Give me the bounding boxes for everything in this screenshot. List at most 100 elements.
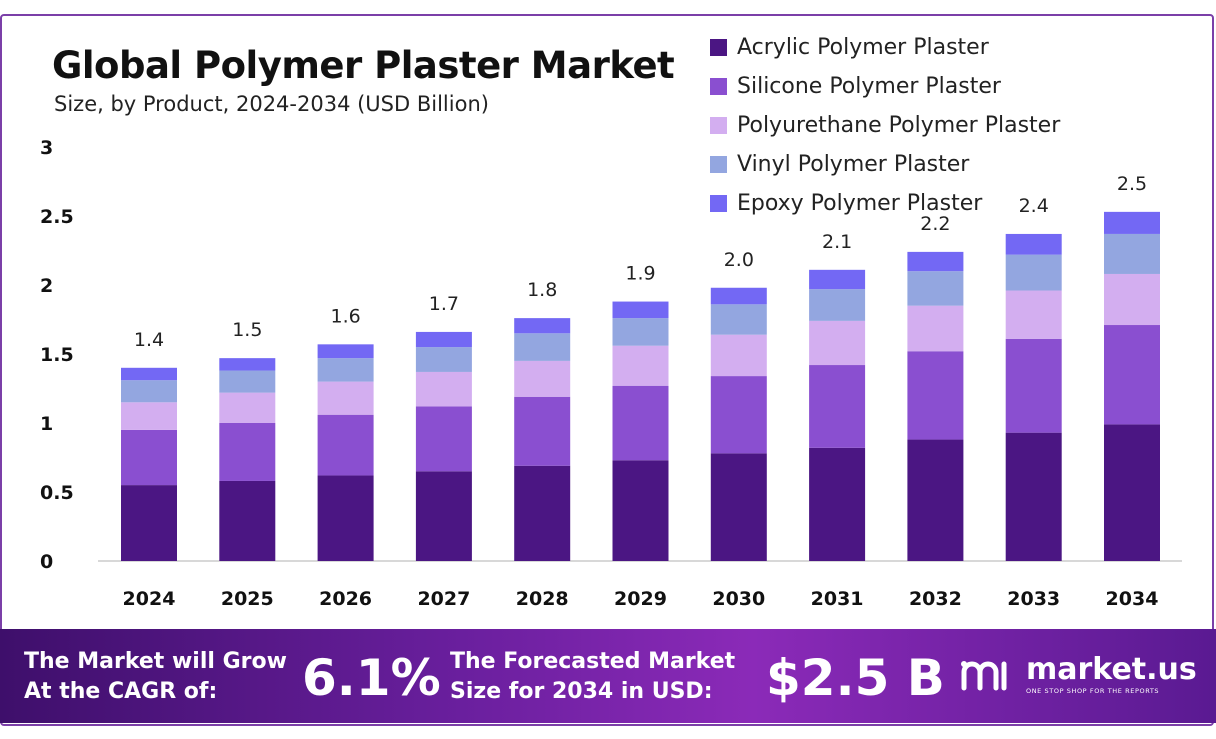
x-tick-label: 2032 (909, 588, 962, 610)
chart-title: Global Polymer Plaster Market (52, 44, 675, 87)
legend-swatch (710, 39, 727, 56)
bar-segment (121, 485, 177, 561)
bar-segment (219, 423, 276, 481)
cagr-text: The Market will Grow At the CAGR of: (24, 647, 287, 707)
total-label: 1.6 (330, 305, 360, 327)
bar-segment (121, 367, 177, 381)
bar-segment (219, 480, 276, 561)
chart-subtitle: Size, by Product, 2024-2034 (USD Billion… (54, 92, 489, 116)
bar-segment (809, 289, 866, 321)
legend-item-polyurethane: Polyurethane Polymer Plaster (710, 106, 1060, 145)
bar-segment (415, 406, 472, 472)
y-tick-label: 1.5 (40, 344, 74, 366)
bar-segment (612, 318, 669, 346)
bar-segment (809, 320, 866, 366)
forecast-text: The Forecasted Market Size for 2034 in U… (450, 647, 735, 707)
y-tick-label: 2.5 (40, 206, 74, 228)
total-label: 1.4 (134, 329, 164, 351)
y-tick-label: 0.5 (40, 482, 74, 504)
cagr-text-line1: The Market will Grow (24, 649, 287, 674)
bar-segment (710, 304, 767, 335)
total-label: 1.9 (625, 263, 655, 285)
x-tick-label: 2024 (123, 588, 176, 610)
total-label: 2.0 (724, 249, 754, 271)
chart-frame (0, 14, 1214, 726)
forecast-value: $2.5 B (766, 649, 945, 707)
bar-segment (1005, 233, 1062, 255)
bar-segment (317, 475, 374, 561)
bar-segment (415, 347, 472, 372)
x-tick-label: 2033 (1007, 588, 1060, 610)
forecast-text-line2: Size for 2034 in USD: (450, 679, 713, 704)
bar-segment (121, 429, 177, 486)
legend-label: Silicone Polymer Plaster (737, 74, 1001, 99)
brand-name: market.us (1026, 652, 1197, 687)
bar-segment (612, 345, 669, 386)
cagr-text-line2: At the CAGR of: (24, 679, 218, 704)
bar-segment (809, 269, 866, 290)
legend-label: Vinyl Polymer Plaster (737, 152, 970, 177)
bar-segment (907, 271, 964, 306)
bar-segment (317, 381, 374, 415)
x-axis-ticks: 2024 2025 2026 2027 2028 2029 2030 2031 2032 2033… (123, 588, 1159, 610)
forecast-text-line1: The Forecasted Market (450, 649, 736, 674)
brand-mark-icon (961, 661, 1007, 691)
bar-segment (710, 453, 767, 561)
cagr-value: 6.1% (302, 649, 441, 707)
legend-swatch (710, 117, 727, 134)
bar-segment (219, 358, 276, 371)
x-tick-label: 2027 (417, 588, 470, 610)
total-label: 2.2 (920, 213, 950, 235)
footer-banner: The Market will Grow At the CAGR of: 6.1… (0, 629, 1216, 723)
bar-segment (514, 360, 571, 397)
bar-stacks (121, 211, 1160, 561)
bar-segment (907, 305, 964, 352)
legend-swatch (710, 78, 727, 95)
bar-segment (612, 385, 669, 461)
bar-segment (219, 392, 276, 423)
bar-segment (710, 334, 767, 377)
y-tick-label: 2 (40, 275, 53, 297)
total-label: 1.8 (527, 279, 557, 301)
legend-label: Epoxy Polymer Plaster (737, 191, 983, 216)
total-label: 2.1 (822, 231, 852, 253)
legend-item-silicone: Silicone Polymer Plaster (710, 67, 1060, 106)
y-tick-label: 3 (40, 137, 53, 159)
bar-segment (514, 465, 571, 561)
bar-segment (907, 251, 964, 272)
y-axis-ticks: 0 0.5 1 1.5 2 2.5 3 (40, 137, 74, 573)
legend-item-vinyl: Vinyl Polymer Plaster (710, 145, 1060, 184)
legend: Acrylic Polymer Plaster Silicone Polymer… (710, 28, 1060, 223)
x-tick-label: 2025 (221, 588, 274, 610)
total-label: 1.7 (429, 293, 459, 315)
bar-segment (317, 344, 374, 359)
x-tick-label: 2028 (516, 588, 569, 610)
legend-label: Acrylic Polymer Plaster (737, 35, 989, 60)
total-label: 2.5 (1117, 173, 1147, 195)
y-tick-label: 0 (40, 551, 53, 573)
x-tick-label: 2031 (811, 588, 864, 610)
legend-swatch (710, 195, 727, 212)
bar-segment (121, 402, 177, 430)
bar-segment (1104, 233, 1160, 274)
bar-chart: 00.511.522.53 2024 2025 2026 2027 2028 2029 20… (40, 137, 1182, 610)
y-tick-label: 1 (40, 413, 53, 435)
total-label: 2.4 (1019, 195, 1049, 217)
bar-segment (415, 371, 472, 407)
brand-tagline: ONE STOP SHOP FOR THE REPORTS (1026, 687, 1160, 695)
bar-segment (121, 380, 177, 403)
x-tick-label: 2030 (712, 588, 765, 610)
bar-segment (415, 471, 472, 561)
x-tick-label: 2034 (1106, 588, 1159, 610)
bar-segment (514, 333, 571, 361)
bar-segment (1005, 432, 1062, 561)
bar-segment (1005, 338, 1062, 433)
total-labels: 1.4 1.5 1.6 1.7 1.8 1.9 2.0 2.1 2.2 2.4 2.5 (134, 173, 1147, 351)
bar-segment (1005, 254, 1062, 291)
x-tick-label: 2026 (319, 588, 372, 610)
bar-segment (1005, 290, 1062, 339)
legend-item-epoxy: Epoxy Polymer Plaster (710, 184, 1060, 223)
bar-segment (612, 301, 669, 319)
brand-logo: market.us ONE STOP SHOP FOR THE REPORTS (960, 655, 1197, 695)
bar-segment (1104, 325, 1160, 425)
